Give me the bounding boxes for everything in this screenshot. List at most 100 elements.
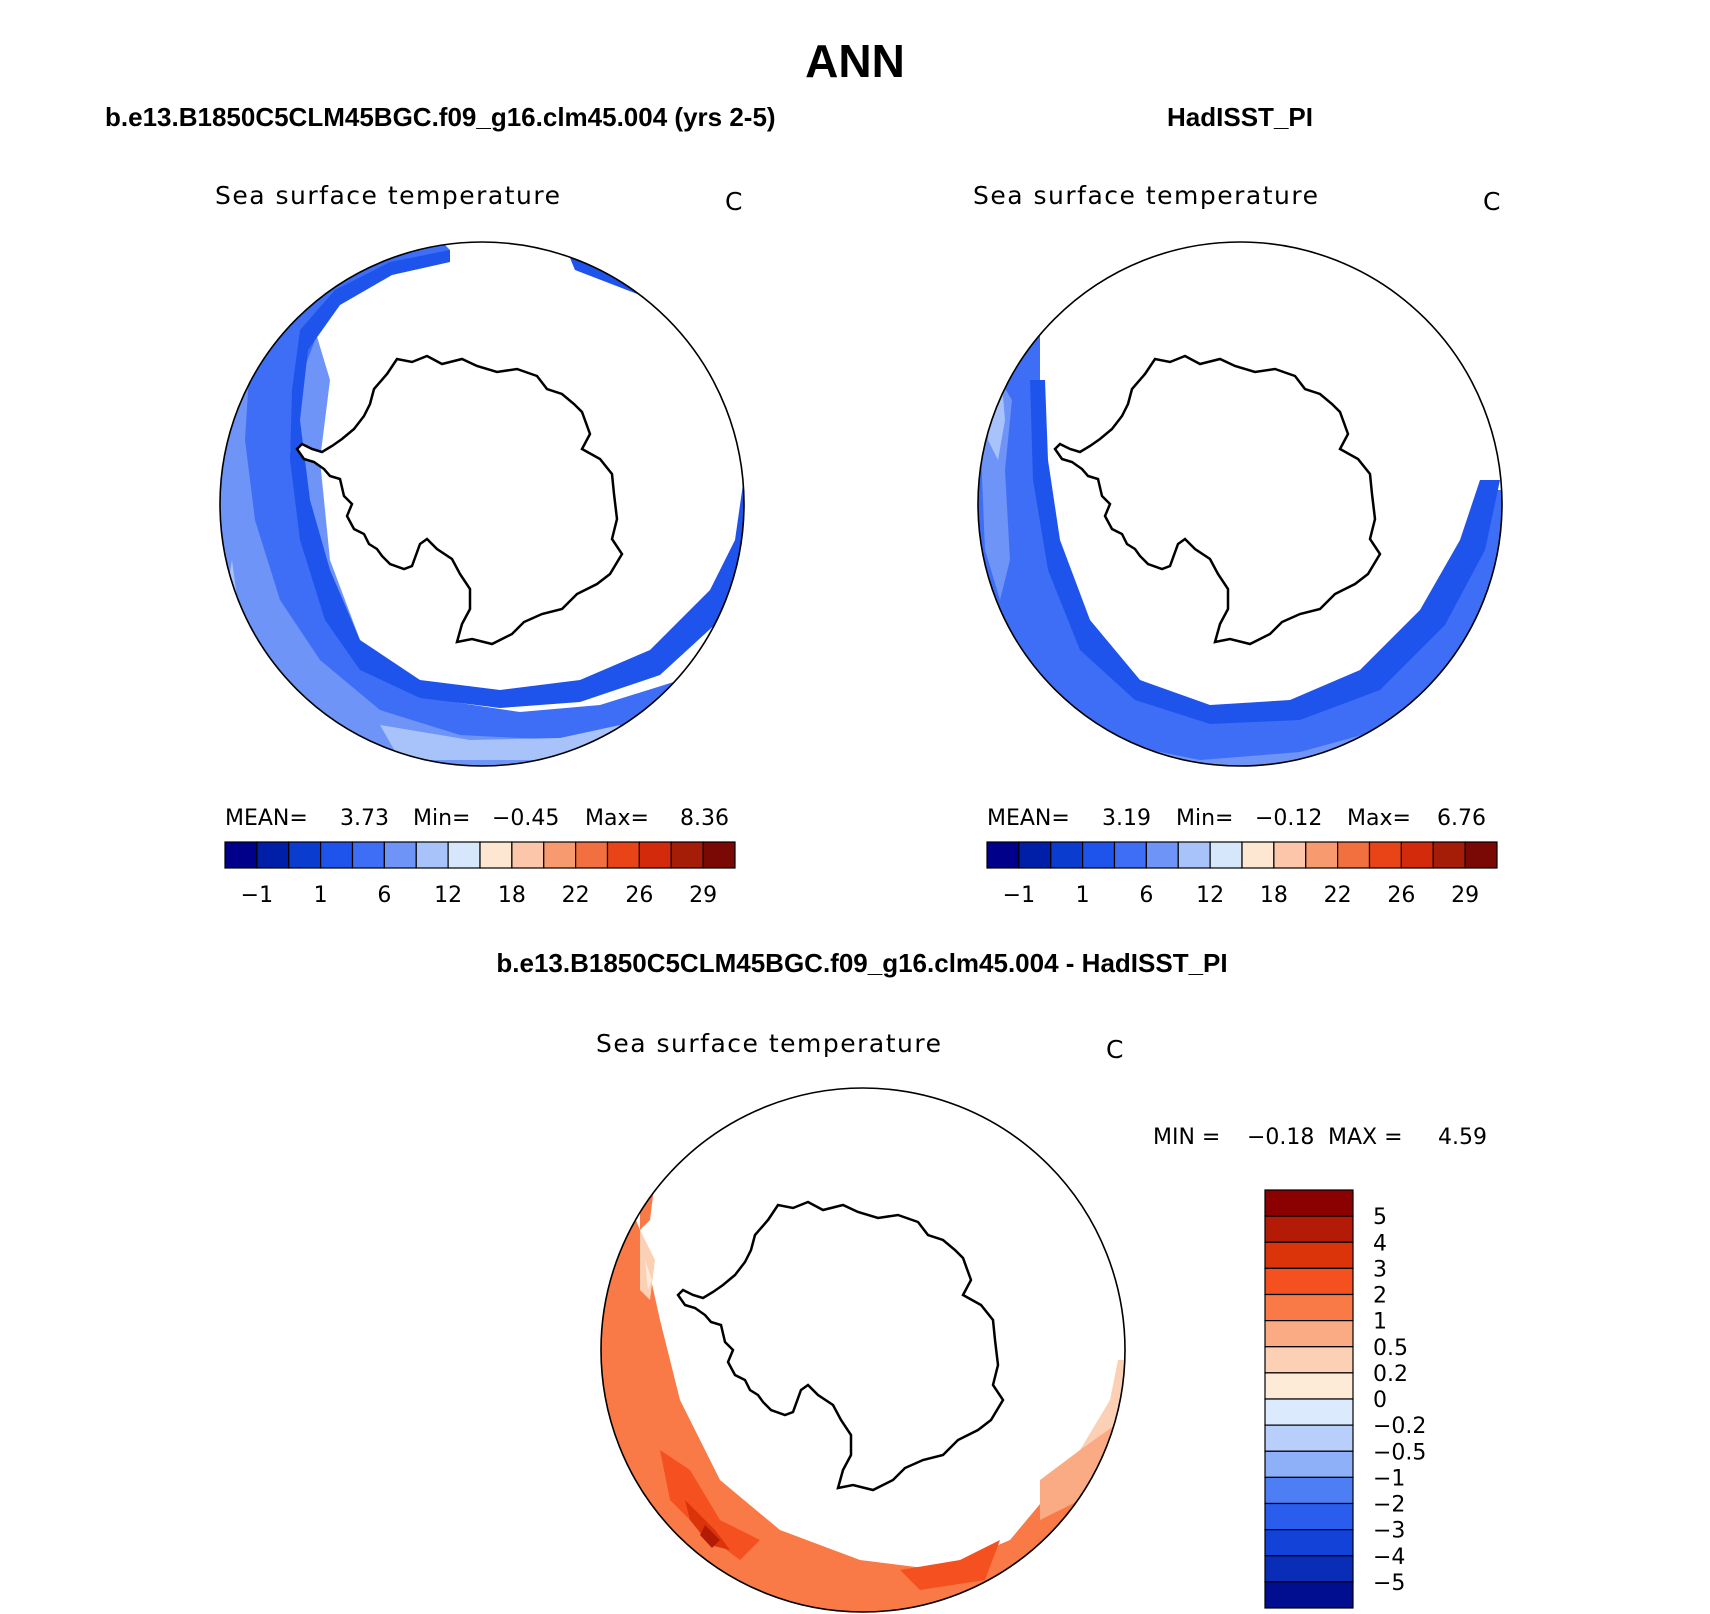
colorbar-model-swatch-9 <box>511 841 545 869</box>
colorbar-obs-tick-label: 12 <box>1196 883 1224 908</box>
units-label-diff: C <box>1106 1035 1123 1064</box>
colorbar-diff-swatch-12 <box>1264 1502 1354 1531</box>
colorbar-obs-swatch-13 <box>1400 841 1434 869</box>
colorbar-obs-swatch-11 <box>1337 841 1371 869</box>
colorbar-obs-swatch-2 <box>1050 841 1084 869</box>
colorbar-model-swatch-12 <box>606 841 640 869</box>
colorbar-obs: −1 1 6 12 18 22 26 29 <box>986 841 1498 908</box>
units-label-model: C <box>725 187 742 216</box>
colorbar-diff-swatch-2 <box>1264 1241 1354 1269</box>
field-label-model: Sea surface temperature <box>215 181 562 210</box>
colorbar-obs-tick-label: 1 <box>1076 883 1090 908</box>
case-title-obs: HadISST_PI <box>1167 102 1313 132</box>
colorbar-diff-swatch-1 <box>1264 1215 1354 1243</box>
colorbar-diff-tick-label: 2 <box>1373 1284 1387 1309</box>
colorbar-obs-tick-label: 29 <box>1451 883 1479 908</box>
colorbar-diff-tick-label: −1 <box>1373 1466 1405 1491</box>
colorbar-diff-swatch-6 <box>1264 1346 1354 1374</box>
panel-diff: b.e13.B1850C5CLM45BGC.f09_g16.clm45.004 … <box>496 948 1487 1613</box>
colorbar-obs-tick-label: 6 <box>1139 883 1153 908</box>
colorbar-model-swatch-13 <box>638 841 672 869</box>
sst-band-model-inner <box>290 250 744 708</box>
sst-diff-band-dark <box>660 1450 760 1560</box>
panel-obs: HadISST_PI Sea surface temperature C MEA… <box>973 102 1503 908</box>
colorbar-obs-tick-label: −1 <box>1003 883 1035 908</box>
colorbar-diff-tick-label: −2 <box>1373 1493 1405 1518</box>
colorbar-obs-swatch-4 <box>1113 841 1147 869</box>
case-title-model: b.e13.B1850C5CLM45BGC.f09_g16.clm45.004 … <box>105 102 776 132</box>
colorbar-obs-tick-label: 22 <box>1324 883 1352 908</box>
field-label-obs: Sea surface temperature <box>973 181 1320 210</box>
colorbar-obs-swatch-3 <box>1082 841 1116 869</box>
colorbar-diff-tick-label: −0.5 <box>1373 1440 1426 1465</box>
colorbar-model-swatch-2 <box>288 841 322 869</box>
stats-model: MEAN= 3.73 Min= −0.45 Max= 8.36 <box>225 806 729 831</box>
map-diff <box>601 1088 1125 1612</box>
colorbar-diff-tick-label: 0 <box>1373 1388 1387 1413</box>
colorbar-diff-tick-label: 0.2 <box>1373 1362 1408 1387</box>
colorbar-model-swatch-5 <box>383 841 417 869</box>
colorbar-obs-swatch-5 <box>1145 841 1179 869</box>
colorbar-diff-swatch-9 <box>1264 1424 1354 1452</box>
colorbar-model-swatch-6 <box>415 841 449 869</box>
colorbar-model-tick-label: 29 <box>689 883 717 908</box>
colorbar-diff-tick-label: 0.5 <box>1373 1336 1408 1361</box>
sst-diff-band-main <box>601 1180 1125 1612</box>
colorbar-model-swatch-1 <box>256 841 290 869</box>
colorbar-diff-swatch-3 <box>1264 1267 1354 1296</box>
colorbar-model-tick-label: 26 <box>625 883 653 908</box>
colorbar-model-swatch-10 <box>543 841 577 869</box>
colorbar-model-swatch-7 <box>447 841 481 869</box>
colorbar-obs-swatch-8 <box>1241 841 1275 869</box>
colorbar-model-tick-label: 12 <box>434 883 462 908</box>
colorbar-diff-swatch-7 <box>1264 1372 1354 1400</box>
colorbar-diff-tick-label: −5 <box>1373 1571 1405 1596</box>
colorbar-model-tick-label: 18 <box>498 883 526 908</box>
case-title-diff: b.e13.B1850C5CLM45BGC.f09_g16.clm45.004 … <box>496 948 1227 978</box>
colorbar-obs-tick-label: 18 <box>1260 883 1288 908</box>
colorbar-diff-tick-label: 3 <box>1373 1257 1387 1282</box>
colorbar-model-swatch-4 <box>351 841 385 869</box>
colorbar-obs-swatch-15 <box>1464 841 1498 869</box>
colorbar-model: −1 1 6 12 18 22 26 29 <box>224 841 736 908</box>
colorbar-obs-swatch-14 <box>1432 841 1466 869</box>
colorbar-obs-swatch-10 <box>1305 841 1339 869</box>
colorbar-diff-swatch-11 <box>1264 1476 1354 1505</box>
colorbar-diff-swatch-4 <box>1264 1293 1354 1322</box>
colorbar-model-swatch-8 <box>479 841 513 869</box>
colorbar-model-swatch-11 <box>575 841 609 869</box>
units-label-obs: C <box>1483 187 1500 216</box>
colorbar-obs-swatch-6 <box>1177 841 1211 869</box>
colorbar-obs-swatch-0 <box>986 841 1020 869</box>
colorbar-model-tick-label: 1 <box>314 883 328 908</box>
stats-obs: MEAN= 3.19 Min= −0.12 Max= 6.76 <box>987 806 1486 831</box>
colorbar-obs-swatch-12 <box>1368 841 1402 869</box>
colorbar-diff-swatch-5 <box>1264 1320 1354 1348</box>
colorbar-diff-swatch-13 <box>1264 1529 1354 1557</box>
map-obs <box>978 242 1502 766</box>
field-label-diff: Sea surface temperature <box>596 1029 943 1058</box>
colorbar-diff-tick-label: −0.2 <box>1373 1414 1426 1439</box>
map-model <box>220 242 744 766</box>
colorbar-obs-swatch-1 <box>1018 841 1052 869</box>
colorbar-diff-swatch-10 <box>1264 1450 1354 1478</box>
colorbar-model-tick-label: 6 <box>377 883 391 908</box>
colorbar-model-swatch-15 <box>702 841 736 869</box>
colorbar-diff-tick-label: 4 <box>1373 1231 1387 1256</box>
colorbar-model-tick-label: −1 <box>241 883 273 908</box>
stats-diff: MIN = −0.18 MAX = 4.59 <box>1153 1125 1487 1150</box>
panel-model: b.e13.B1850C5CLM45BGC.f09_g16.clm45.004 … <box>105 102 776 908</box>
figure-title: ANN <box>805 35 905 87</box>
colorbar-diff-swatch-14 <box>1264 1555 1354 1583</box>
colorbar-diff-tick-label: 5 <box>1373 1205 1387 1230</box>
colorbar-diff-swatch-8 <box>1264 1398 1354 1426</box>
colorbar-model-swatch-3 <box>320 841 354 869</box>
colorbar-obs-swatch-9 <box>1273 841 1307 869</box>
colorbar-model-tick-label: 22 <box>562 883 590 908</box>
colorbar-diff-tick-label: −4 <box>1373 1545 1405 1570</box>
colorbar-diff-swatch-0 <box>1264 1189 1354 1217</box>
colorbar-obs-swatch-7 <box>1209 841 1243 869</box>
colorbar-model-swatch-14 <box>670 841 704 869</box>
